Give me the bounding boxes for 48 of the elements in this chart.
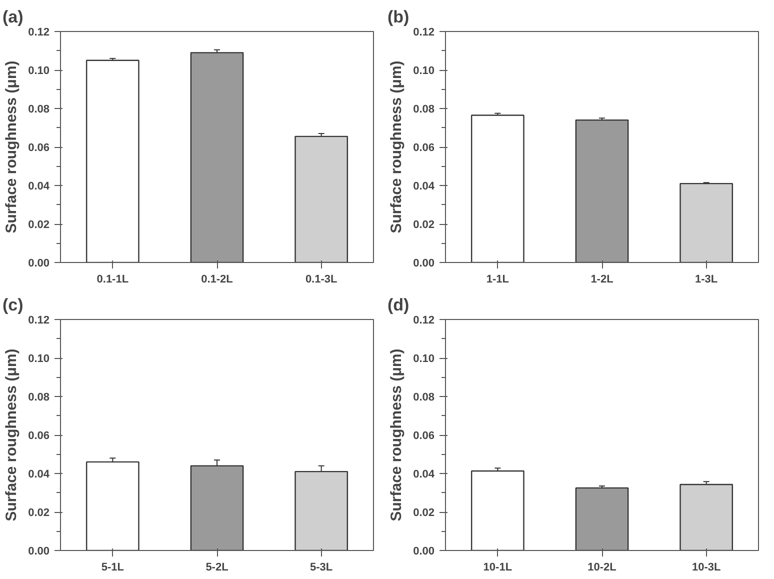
y-tick-label: 0.02 [413, 219, 435, 231]
chart-title: (c) [2, 296, 24, 314]
y-tick-label: 0.06 [28, 430, 50, 442]
y-tick-label: 0.12 [28, 26, 50, 38]
x-tick-label: 0.1-2L [201, 274, 234, 286]
y-tick-label: 0.00 [413, 546, 435, 558]
y-tick-label: 0.08 [28, 392, 50, 404]
y-tick-label: 0.04 [28, 468, 50, 480]
y-tick-label: 0.00 [413, 258, 435, 270]
y-axis-title: Surface roughness (μm) [388, 348, 406, 522]
x-tick-label: 0.1-1L [96, 274, 129, 286]
y-tick-label: 0.12 [28, 314, 50, 326]
y-tick-label: 0.04 [28, 180, 50, 192]
y-tick-label: 0.00 [28, 546, 50, 558]
y-tick-label: 0.06 [413, 430, 435, 442]
x-tick-label: 10-1L [483, 562, 512, 574]
x-tick-label: 0.1-3L [305, 274, 338, 286]
y-tick-label: 0.10 [413, 353, 435, 365]
chart-title: (a) [2, 8, 24, 26]
x-tick-label: 1-2L [590, 274, 614, 286]
y-tick-label: 0.06 [413, 142, 435, 154]
y-tick-label: 0.04 [413, 180, 436, 192]
y-tick-label: 0.12 [413, 314, 435, 326]
chart-title: (d) [388, 296, 410, 314]
y-tick-label: 0.08 [413, 392, 435, 404]
y-axis-title: Surface roughness (μm) [388, 60, 406, 234]
y-tick-label: 0.00 [28, 258, 50, 270]
x-tick-label: 5-2L [206, 562, 229, 574]
y-tick-label: 0.02 [28, 507, 50, 519]
x-tick-label: 10-3L [692, 562, 721, 574]
y-tick-label: 0.02 [413, 507, 435, 519]
x-tick-label: 5-1L [101, 562, 124, 574]
y-tick-label: 0.06 [28, 142, 50, 154]
y-tick-label: 0.10 [28, 353, 50, 365]
y-axis-title: Surface roughness (μm) [3, 60, 20, 234]
y-tick-label: 0.10 [413, 65, 435, 77]
y-tick-label: 0.12 [413, 26, 435, 38]
y-tick-label: 0.08 [28, 104, 50, 116]
y-tick-label: 0.08 [413, 104, 435, 116]
x-tick-label: 5-3L [310, 562, 333, 574]
y-tick-label: 0.10 [28, 65, 50, 77]
x-tick-label: 1-1L [486, 274, 510, 286]
x-tick-label: 1-3L [695, 274, 718, 286]
y-tick-label: 0.02 [28, 219, 50, 231]
y-tick-label: 0.04 [413, 468, 436, 480]
chart-title: (b) [388, 8, 410, 26]
y-axis-title: Surface roughness (μm) [3, 348, 20, 522]
x-tick-label: 10-2L [588, 562, 617, 574]
